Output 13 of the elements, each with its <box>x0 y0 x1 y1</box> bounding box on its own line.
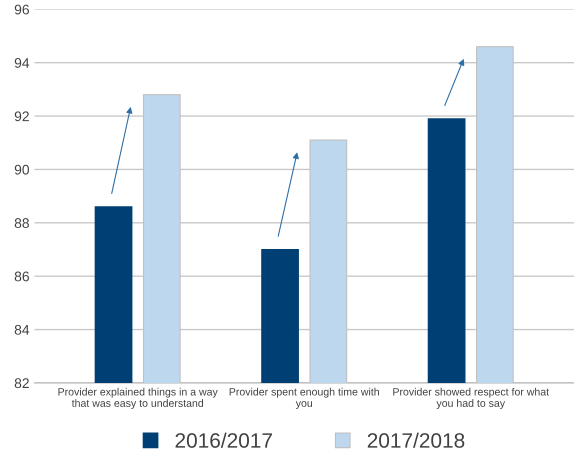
y-tick-label: 86 <box>14 272 29 282</box>
y-tick-label: 90 <box>14 164 30 175</box>
x-tick-label: Provider explained things in a way that was easy to understand <box>58 388 218 410</box>
y-tick-label: 84 <box>14 324 30 335</box>
legend-label: 2017/2018 <box>368 432 464 448</box>
x-tick-label: Provider spent enough time with you <box>230 388 379 410</box>
y-tick-label: 88 <box>14 218 29 228</box>
y-tick-label: 92 <box>14 111 29 122</box>
legend-label: 2016/2017 <box>176 432 272 448</box>
x-tick-label: Provider showed respect for what you had to say <box>393 388 549 410</box>
y-tick-label: 96 <box>14 4 29 15</box>
y-tick-label: 82 <box>14 378 29 388</box>
y-tick-label: 94 <box>14 58 30 68</box>
